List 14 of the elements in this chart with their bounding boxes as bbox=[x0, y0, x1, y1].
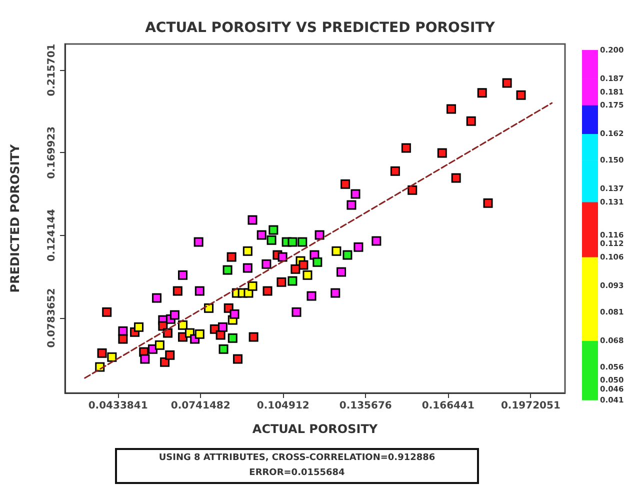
x-tick-label: 0.0741482 bbox=[170, 400, 230, 412]
x-tick-label: 0.104912 bbox=[256, 400, 310, 412]
y-tick-label: 0.0783652 bbox=[46, 288, 58, 348]
note-box: USING 8 ATTRIBUTES, CROSS-CORRELATION=0.912886 ERROR=0.0155684 bbox=[115, 448, 479, 484]
y-axis-title: PREDICTED POROSITY bbox=[8, 144, 22, 293]
x-tick-label: 0.0433841 bbox=[88, 400, 148, 412]
y-tick-label: 0.215701 bbox=[46, 44, 58, 96]
y-tick-label: 0.169923 bbox=[46, 126, 58, 179]
x-tick-label: 0.135676 bbox=[339, 400, 392, 412]
x-tick-label: 0.166441 bbox=[422, 400, 474, 412]
x-tick-label: 0.1972051 bbox=[500, 400, 560, 412]
y-tick-label: 0.124144 bbox=[46, 209, 58, 262]
x-axis-title: ACTUAL POROSITY bbox=[252, 422, 378, 436]
chart-title: ACTUAL POROSITY VS PREDICTED POROSITY bbox=[145, 20, 496, 36]
